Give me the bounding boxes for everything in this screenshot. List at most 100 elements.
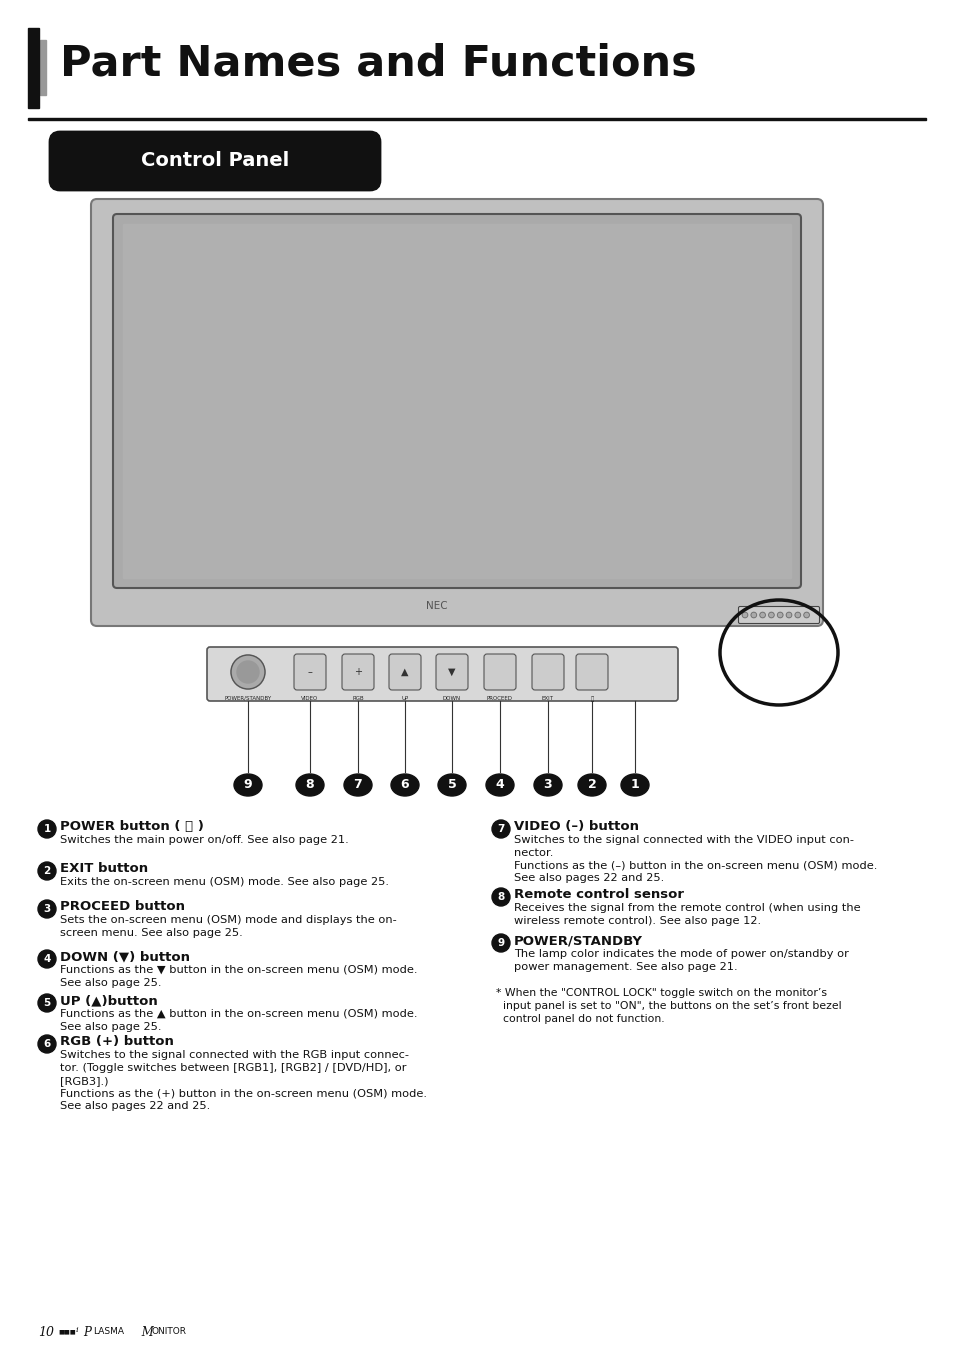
Text: 8: 8	[497, 892, 504, 902]
Text: 10: 10	[38, 1325, 54, 1339]
Circle shape	[38, 900, 56, 917]
Text: Exits the on-screen menu (OSM) mode. See also page 25.: Exits the on-screen menu (OSM) mode. See…	[60, 877, 389, 888]
Text: 4: 4	[43, 954, 51, 965]
Circle shape	[492, 934, 510, 952]
Circle shape	[236, 661, 258, 684]
Text: 1: 1	[630, 778, 639, 792]
Ellipse shape	[295, 774, 324, 796]
Circle shape	[759, 612, 764, 617]
Bar	[28, 28, 39, 108]
Text: VIDEO (–) button: VIDEO (–) button	[514, 820, 639, 834]
Bar	[28, 118, 925, 120]
Circle shape	[803, 612, 808, 617]
Bar	[40, 41, 46, 95]
Text: The lamp color indicates the mode of power on/standby or
power management. See a: The lamp color indicates the mode of pow…	[514, 948, 848, 971]
Text: ▲: ▲	[401, 667, 408, 677]
Text: Functions as the ▼ button in the on-screen menu (OSM) mode.
See also page 25.: Functions as the ▼ button in the on-scre…	[60, 965, 417, 988]
Text: ONITOR: ONITOR	[152, 1328, 187, 1336]
Ellipse shape	[437, 774, 465, 796]
Circle shape	[38, 1035, 56, 1052]
Circle shape	[741, 612, 747, 617]
Text: ■■■: ■■■	[58, 1329, 75, 1335]
Text: M: M	[138, 1325, 153, 1339]
Text: DOWN (▼) button: DOWN (▼) button	[60, 950, 190, 963]
Text: 2: 2	[587, 778, 596, 792]
Text: Switches the main power on/off. See also page 21.: Switches the main power on/off. See also…	[60, 835, 349, 844]
FancyBboxPatch shape	[294, 654, 326, 690]
FancyBboxPatch shape	[50, 132, 379, 190]
Circle shape	[492, 888, 510, 907]
Text: 4: 4	[496, 778, 504, 792]
Text: PROCEED: PROCEED	[486, 696, 513, 701]
Text: UP: UP	[401, 696, 408, 701]
Text: Remote control sensor: Remote control sensor	[514, 888, 683, 901]
Text: 8: 8	[305, 778, 314, 792]
Text: 9: 9	[243, 778, 252, 792]
Text: 5: 5	[447, 778, 456, 792]
FancyBboxPatch shape	[112, 213, 801, 588]
Text: Switches to the signal connected with the RGB input connec-
tor. (Toggle switche: Switches to the signal connected with th…	[60, 1050, 427, 1112]
Circle shape	[231, 655, 265, 689]
Text: LASMA: LASMA	[92, 1328, 124, 1336]
Text: NEC: NEC	[426, 601, 447, 611]
Text: 3: 3	[543, 778, 552, 792]
Text: * When the "CONTROL LOCK" toggle switch on the monitor’s
  input panel is set to: * When the "CONTROL LOCK" toggle switch …	[496, 988, 841, 1024]
Circle shape	[768, 612, 774, 617]
Text: P: P	[83, 1325, 91, 1339]
FancyBboxPatch shape	[738, 607, 819, 624]
Text: RGB (+) button: RGB (+) button	[60, 1035, 173, 1048]
FancyBboxPatch shape	[483, 654, 516, 690]
Text: 7: 7	[497, 824, 504, 834]
Text: ⏻: ⏻	[590, 696, 593, 701]
Circle shape	[492, 820, 510, 838]
Text: +: +	[354, 667, 361, 677]
Text: Functions as the ▲ button in the on-screen menu (OSM) mode.
See also page 25.: Functions as the ▲ button in the on-scre…	[60, 1009, 417, 1032]
Bar	[123, 224, 790, 578]
Text: Receives the signal from the remote control (when using the
wireless remote cont: Receives the signal from the remote cont…	[514, 902, 860, 925]
Text: 9: 9	[497, 938, 504, 948]
Ellipse shape	[344, 774, 372, 796]
Text: POWER/STANDBY: POWER/STANDBY	[224, 696, 272, 701]
Text: 7: 7	[354, 778, 362, 792]
FancyBboxPatch shape	[91, 199, 822, 626]
Text: Part Names and Functions: Part Names and Functions	[60, 43, 696, 85]
Text: 6: 6	[43, 1039, 51, 1048]
Circle shape	[785, 612, 791, 617]
Circle shape	[38, 994, 56, 1012]
FancyBboxPatch shape	[576, 654, 607, 690]
Text: 1: 1	[43, 824, 51, 834]
Bar	[103, 592, 810, 620]
Text: i: i	[76, 1325, 78, 1333]
Circle shape	[794, 612, 800, 617]
Text: UP (▲)button: UP (▲)button	[60, 994, 157, 1006]
Text: DOWN: DOWN	[442, 696, 460, 701]
Text: PROCEED button: PROCEED button	[60, 900, 185, 913]
Text: Control Panel: Control Panel	[141, 151, 289, 170]
Text: POWER/STANDBY: POWER/STANDBY	[514, 934, 642, 947]
Text: 2: 2	[43, 866, 51, 875]
Ellipse shape	[578, 774, 605, 796]
Circle shape	[750, 612, 756, 617]
Text: RGB: RGB	[352, 696, 363, 701]
Text: 5: 5	[43, 998, 51, 1008]
Text: Sets the on-screen menu (OSM) mode and displays the on-
screen menu. See also pa: Sets the on-screen menu (OSM) mode and d…	[60, 915, 396, 938]
Text: 6: 6	[400, 778, 409, 792]
FancyBboxPatch shape	[341, 654, 374, 690]
FancyBboxPatch shape	[436, 654, 468, 690]
Circle shape	[777, 612, 782, 617]
Text: VIDEO: VIDEO	[301, 696, 318, 701]
Circle shape	[38, 862, 56, 880]
Text: EXIT: EXIT	[541, 696, 554, 701]
Ellipse shape	[620, 774, 648, 796]
Circle shape	[38, 820, 56, 838]
Text: –: –	[307, 667, 313, 677]
Ellipse shape	[391, 774, 418, 796]
Ellipse shape	[485, 774, 514, 796]
Text: ▼: ▼	[448, 667, 456, 677]
Circle shape	[38, 950, 56, 969]
Text: 3: 3	[43, 904, 51, 915]
Text: EXIT button: EXIT button	[60, 862, 148, 875]
FancyBboxPatch shape	[532, 654, 563, 690]
Ellipse shape	[534, 774, 561, 796]
FancyBboxPatch shape	[389, 654, 420, 690]
